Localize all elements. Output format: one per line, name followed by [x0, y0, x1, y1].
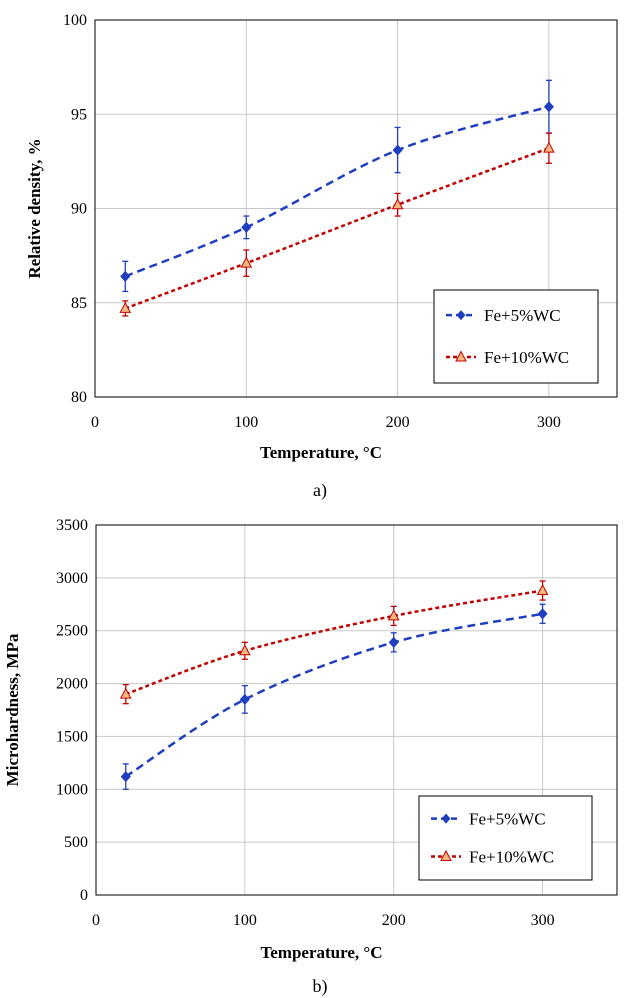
series-1 — [120, 603, 548, 790]
legend-label: Fe+5%WC — [469, 810, 546, 829]
legend-label: Fe+10%WC — [484, 348, 569, 367]
x-tick-label: 100 — [233, 912, 257, 929]
data-point-triangle — [391, 198, 404, 210]
x-axis-title: Temperature, °C — [260, 943, 382, 962]
y-axis-title: Microhardness, MPa — [3, 633, 22, 786]
y-tick-label: 0 — [80, 887, 88, 904]
y-axis-title: Relative density, % — [25, 138, 44, 278]
data-point-diamond — [543, 101, 554, 113]
x-tick-label: 300 — [537, 414, 561, 431]
legend-label: Fe+10%WC — [469, 847, 554, 866]
y-tick-label: 2000 — [56, 676, 88, 693]
x-tick-label: 200 — [382, 912, 406, 929]
chart-panel-1: 0 500 1000 1500 2000 2500 3000 3500 0 100 200 300 Te… — [3, 517, 618, 997]
series-2 — [119, 132, 555, 317]
plot-frame — [94, 19, 618, 398]
x-tick-label: 300 — [531, 912, 555, 929]
panel-caption: b) — [313, 976, 328, 997]
legend-marker — [455, 350, 467, 362]
legend-box — [433, 289, 599, 384]
x-tick-label: 100 — [234, 414, 258, 431]
y-tick-label: 2500 — [56, 623, 88, 640]
y-tick-label: 3500 — [56, 517, 88, 534]
panel-caption: a) — [313, 480, 327, 501]
data-point-diamond — [120, 771, 131, 783]
series-line — [124, 147, 550, 310]
y-tick-label: 80 — [71, 389, 87, 406]
series-line — [124, 105, 550, 278]
legend-marker — [441, 813, 451, 824]
data-point-diamond — [537, 608, 548, 620]
series-line — [125, 589, 543, 696]
data-point-triangle — [240, 256, 253, 268]
data-point-triangle — [543, 141, 555, 153]
legend-marker — [440, 849, 452, 861]
data-point-diamond — [241, 221, 252, 233]
y-tick-label: 100 — [63, 12, 87, 29]
y-tick-label: 90 — [71, 201, 87, 218]
plot-frame — [95, 524, 618, 896]
data-point-triangle — [119, 687, 132, 699]
y-tick-label: 85 — [71, 295, 87, 312]
data-point-triangle — [239, 644, 251, 656]
data-point-diamond — [239, 693, 250, 706]
legend-marker — [456, 310, 466, 321]
series-1 — [120, 79, 554, 293]
x-tick-label: 200 — [386, 414, 410, 431]
chart-panel-0: 80 85 90 95 100 0 100 200 300 Temperature, °C Rela… — [25, 12, 618, 501]
legend: Fe+5%WC Fe+10%WC — [433, 289, 599, 384]
x-tick-label: 0 — [91, 414, 99, 431]
data-point-diamond — [392, 144, 403, 156]
y-tick-label: 1000 — [56, 781, 88, 798]
legend: Fe+5%WC Fe+10%WC — [418, 795, 593, 881]
data-point-triangle — [387, 609, 400, 621]
data-point-triangle — [536, 583, 549, 596]
y-tick-label: 1500 — [56, 728, 88, 745]
legend-label: Fe+5%WC — [484, 306, 561, 325]
y-tick-label: 3000 — [56, 570, 88, 587]
data-point-triangle — [119, 301, 132, 313]
y-tick-label: 95 — [71, 106, 87, 123]
x-axis-title: Temperature, °C — [260, 443, 382, 462]
series-line — [125, 612, 543, 778]
legend-box — [418, 795, 593, 881]
x-tick-label: 0 — [92, 912, 100, 929]
y-tick-label: 500 — [64, 834, 88, 851]
data-point-diamond — [120, 270, 131, 282]
series-2 — [119, 580, 549, 705]
data-point-diamond — [388, 636, 399, 648]
